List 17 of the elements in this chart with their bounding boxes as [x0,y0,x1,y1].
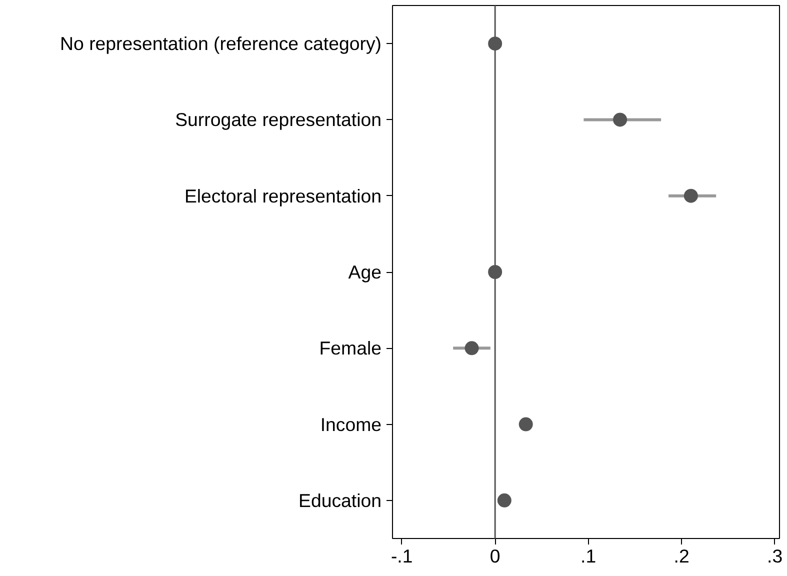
x-tick-label: .3 [767,546,783,566]
point [464,341,479,356]
y-tick-label: Electoral representation [184,185,382,206]
x-tick-label: .2 [674,546,690,566]
y-tick-label: Surrogate representation [175,109,382,130]
y-tick-label: Female [319,338,382,359]
y-tick-label: No representation (reference category) [60,33,382,54]
point [497,493,512,508]
y-tick-label: Income [320,414,382,435]
x-tick-label: -.1 [390,546,413,566]
y-tick-label: Age [348,262,382,282]
x-tick-label: 0 [490,546,500,566]
point [613,112,628,127]
point [684,188,698,203]
y-tick-label: Education [298,490,382,511]
point [518,417,533,432]
x-tick-label: .1 [580,546,596,566]
